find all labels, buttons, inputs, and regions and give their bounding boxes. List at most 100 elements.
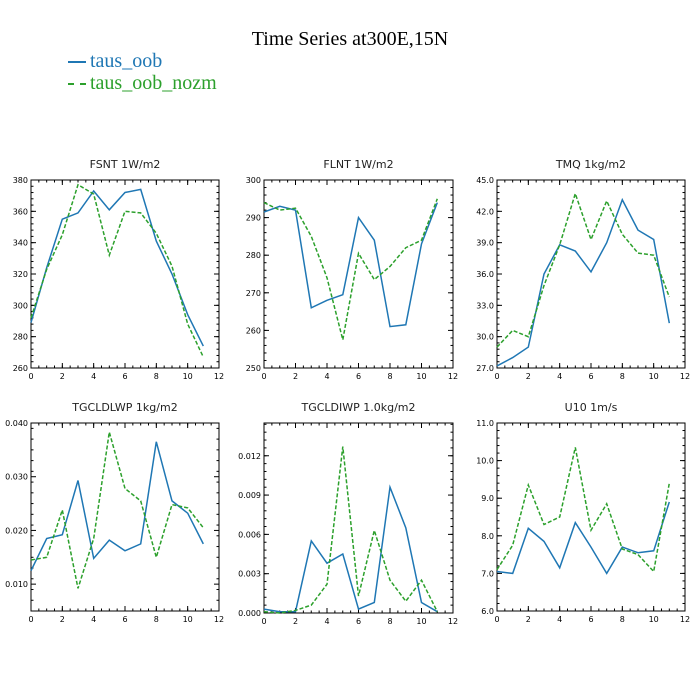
x-tick-label: 6 xyxy=(356,617,361,626)
y-tick-label: 8.0 xyxy=(481,532,494,541)
y-tick-label: 0.040 xyxy=(5,419,28,428)
panel-title: FSNT 1W/m2 xyxy=(90,158,161,171)
x-tick-label: 8 xyxy=(154,615,159,624)
panel-title: TMQ 1kg/m2 xyxy=(555,158,626,171)
x-tick-label: 8 xyxy=(620,372,625,381)
y-tick-label: 0.030 xyxy=(5,473,28,482)
chart-panel: FLNT 1W/m2 0 2 4 6 8 10 12 250 260 270 280 290 300 xyxy=(246,158,458,381)
y-tick-label: 30.0 xyxy=(476,333,494,342)
y-tick-label: 260 xyxy=(246,326,261,335)
x-tick-label: 6 xyxy=(588,615,593,624)
series-line-taus-oob-nozm xyxy=(263,446,438,614)
y-tick-label: 0.010 xyxy=(5,580,28,589)
panel-title: FLNT 1W/m2 xyxy=(323,158,393,171)
x-tick-label: 4 xyxy=(324,372,329,381)
legend-swatch-solid xyxy=(68,61,86,63)
x-tick-label: 2 xyxy=(60,615,65,624)
x-tick-label: 8 xyxy=(154,372,159,381)
y-tick-label: 9.0 xyxy=(481,494,494,503)
x-tick-label: 10 xyxy=(416,372,426,381)
x-tick-label: 12 xyxy=(214,372,224,381)
x-tick-label: 0 xyxy=(28,372,33,381)
y-tick-label: 290 xyxy=(246,214,261,223)
plot-frame xyxy=(30,422,220,612)
y-tick-label: 36.0 xyxy=(476,270,494,279)
panel-title: TGCLDIWP 1.0kg/m2 xyxy=(300,401,415,414)
x-tick-label: 10 xyxy=(649,615,659,624)
y-tick-label: 300 xyxy=(13,301,28,310)
series-line-taus-oob xyxy=(30,441,204,572)
chart-panel: U10 1m/s 0 2 4 6 8 10 12 6.0 7.0 8.0 9.0 10.0 11.0 xyxy=(476,401,690,624)
x-tick-label: 12 xyxy=(680,372,690,381)
y-tick-label: 6.0 xyxy=(481,607,494,616)
y-tick-label: 300 xyxy=(246,176,261,185)
series-line-taus-oob xyxy=(30,188,204,347)
x-tick-label: 8 xyxy=(620,615,625,624)
y-tick-label: 0.020 xyxy=(5,526,28,535)
y-tick-label: 0.006 xyxy=(238,530,261,539)
panel-title: TGCLDLWP 1kg/m2 xyxy=(71,401,177,414)
y-tick-label: 39.0 xyxy=(476,239,494,248)
y-tick-label: 42.0 xyxy=(476,207,494,216)
plot-frame xyxy=(30,179,220,369)
x-tick-label: 6 xyxy=(588,372,593,381)
x-tick-label: 4 xyxy=(324,617,329,626)
x-tick-label: 2 xyxy=(60,372,65,381)
y-tick-label: 360 xyxy=(13,207,28,216)
series-line-taus-oob-nozm xyxy=(263,198,439,340)
page-title: Time Series at300E,15N xyxy=(251,28,449,50)
x-tick-label: 10 xyxy=(649,372,659,381)
y-tick-label: 320 xyxy=(13,270,28,279)
x-tick-label: 10 xyxy=(183,372,193,381)
y-tick-label: 260 xyxy=(13,364,28,373)
series-line-taus-oob xyxy=(496,501,671,575)
x-tick-label: 2 xyxy=(293,617,298,626)
x-tick-label: 12 xyxy=(214,615,224,624)
x-tick-label: 4 xyxy=(557,372,562,381)
y-tick-label: 33.0 xyxy=(476,301,494,310)
x-tick-label: 4 xyxy=(91,615,96,624)
y-tick-label: 0.012 xyxy=(238,452,261,461)
series-line-taus-oob-nozm xyxy=(496,191,671,348)
y-tick-label: 270 xyxy=(246,289,261,298)
chart-panel: TMQ 1kg/m2 0 2 4 6 8 10 12 27.0 30.0 33.0 36.0 39.0 4… xyxy=(476,158,690,381)
x-tick-label: 8 xyxy=(387,617,392,626)
series-line-taus-oob xyxy=(263,484,438,613)
x-tick-label: 0 xyxy=(28,615,33,624)
y-tick-label: 280 xyxy=(13,333,28,342)
x-tick-label: 12 xyxy=(680,615,690,624)
x-tick-label: 10 xyxy=(416,617,426,626)
series-line-taus-oob xyxy=(496,197,671,367)
x-tick-label: 4 xyxy=(91,372,96,381)
series-line-taus-oob-nozm xyxy=(496,447,671,574)
y-tick-label: 250 xyxy=(246,364,261,373)
x-tick-label: 10 xyxy=(183,615,193,624)
plot-frame xyxy=(263,422,454,614)
x-tick-label: 2 xyxy=(526,615,531,624)
series-line-taus-oob-nozm xyxy=(30,431,204,589)
y-tick-label: 11.0 xyxy=(476,419,494,428)
y-tick-label: 7.0 xyxy=(481,569,494,578)
y-tick-label: 280 xyxy=(246,251,261,260)
legend-swatch-dashed xyxy=(68,83,86,85)
x-tick-label: 12 xyxy=(448,617,458,626)
series-line-taus-oob xyxy=(263,202,439,328)
x-tick-label: 0 xyxy=(494,615,499,624)
x-tick-label: 8 xyxy=(387,372,392,381)
y-tick-label: 0.009 xyxy=(238,491,261,500)
x-tick-label: 12 xyxy=(448,372,458,381)
x-tick-label: 6 xyxy=(122,372,127,381)
x-tick-label: 2 xyxy=(526,372,531,381)
x-tick-label: 0 xyxy=(494,372,499,381)
y-tick-label: 0.000 xyxy=(238,609,261,618)
chart-panel: FSNT 1W/m2 0 2 4 6 8 10 12 260 280 300 320 340 360 380 xyxy=(13,158,224,381)
y-tick-label: 10.0 xyxy=(476,457,494,466)
x-tick-label: 0 xyxy=(261,617,266,626)
x-tick-label: 6 xyxy=(122,615,127,624)
y-tick-label: 0.003 xyxy=(238,570,261,579)
x-tick-label: 2 xyxy=(293,372,298,381)
plot-frame xyxy=(496,422,686,612)
chart-panel: TGCLDLWP 1kg/m2 0 2 4 6 8 10 12 0.010 0.020 0.030 0… xyxy=(5,401,224,624)
y-tick-label: 340 xyxy=(13,239,28,248)
